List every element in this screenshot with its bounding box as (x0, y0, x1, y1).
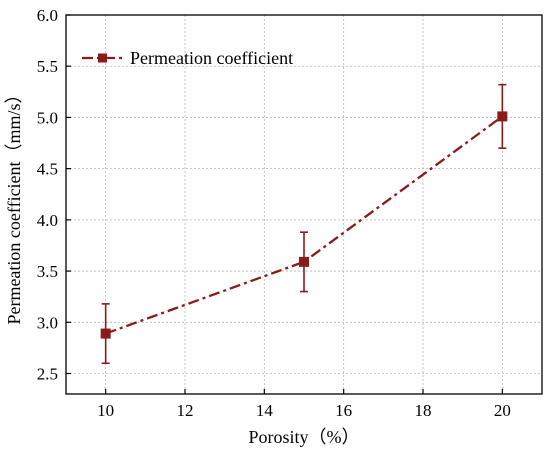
y-ticks: 2.5 3.0 3.5 4.0 4.5 5.0 5.5 6.0 (37, 6, 71, 384)
x-tick-label: 12 (177, 401, 194, 420)
legend-marker-swatch (98, 53, 107, 63)
legend-label: Permeation coefficient (130, 48, 293, 68)
x-tick-label: 16 (335, 401, 352, 420)
x-tick-label: 14 (256, 401, 274, 420)
y-tick-label: 4.5 (37, 160, 58, 179)
grid (66, 14, 542, 394)
x-axis-title: Porosity（%） (248, 427, 359, 447)
x-tick-label: 18 (415, 401, 432, 420)
data-point-marker (299, 256, 309, 267)
y-tick-label: 4.0 (37, 211, 58, 230)
series-layer (100, 83, 508, 365)
data-point-marker (497, 111, 508, 122)
y-tick-label: 6.0 (37, 6, 58, 25)
legend: Permeation coefficient (82, 48, 293, 68)
y-tick-label: 3.0 (37, 313, 58, 332)
x-tick-label: 20 (494, 401, 511, 420)
x-tick-label: 10 (97, 401, 114, 420)
y-tick-label: 3.5 (37, 262, 58, 281)
data-point-marker (100, 328, 111, 339)
plot-frame (65, 14, 543, 395)
y-tick-label: 5.0 (37, 108, 58, 127)
x-ticks: 10 12 14 16 18 20 (97, 389, 511, 420)
series-line (105, 115, 504, 335)
y-axis-title: Permeation coefficient（mm/s） (4, 85, 24, 324)
y-tick-label: 5.5 (37, 57, 58, 76)
y-tick-label: 2.5 (37, 365, 58, 384)
